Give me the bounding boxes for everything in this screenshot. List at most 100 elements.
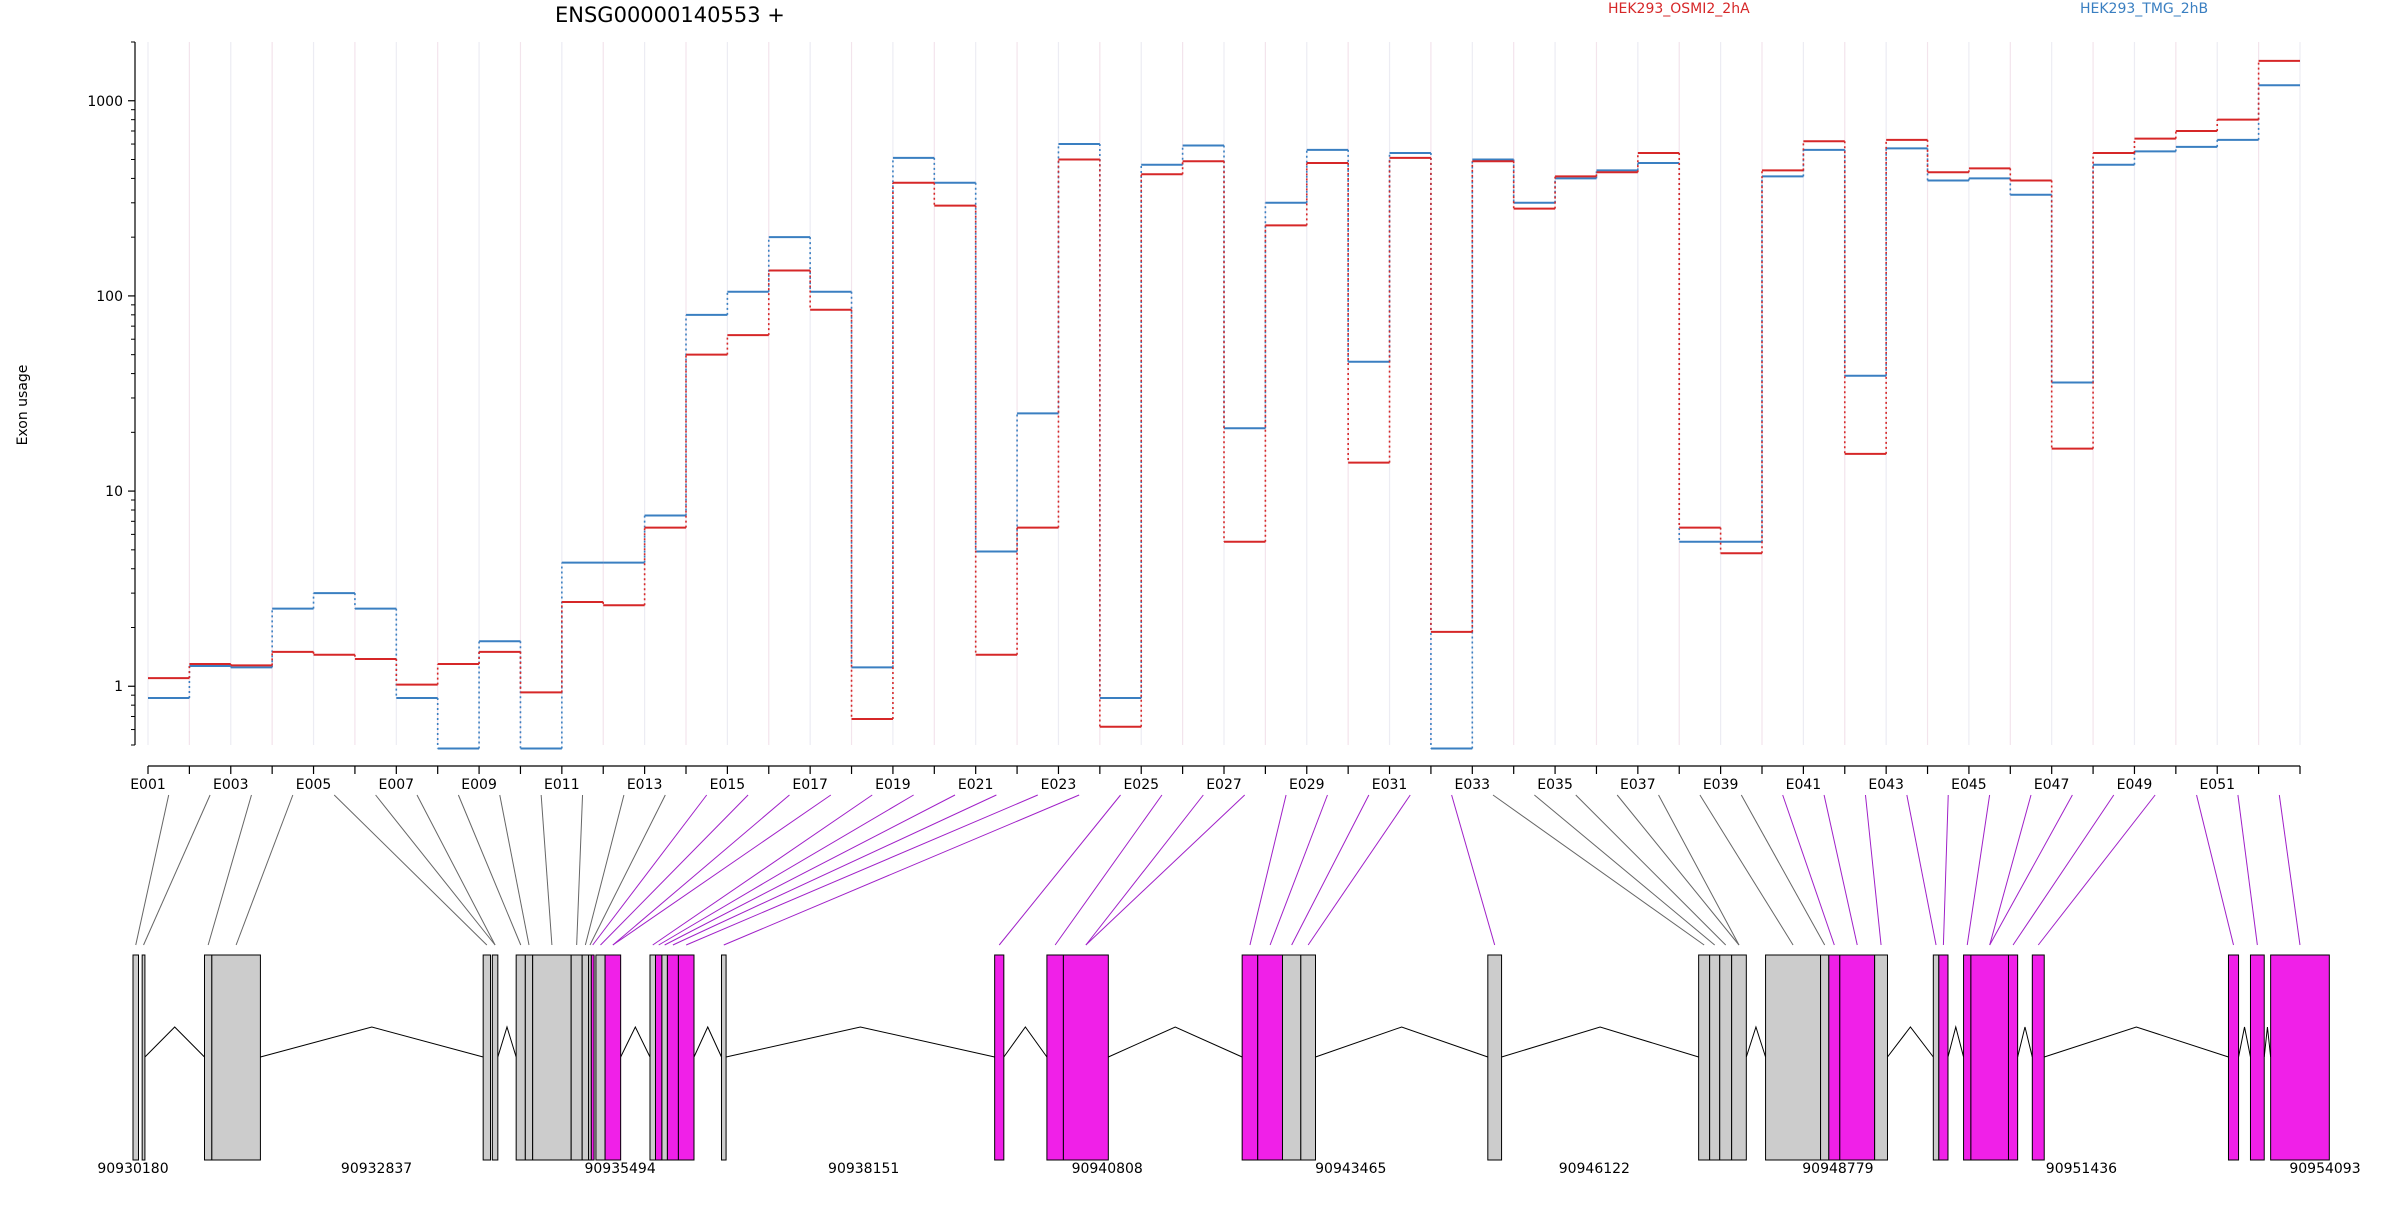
exon-block — [590, 954, 595, 1161]
intron-line — [725, 1026, 995, 1058]
exon-block — [649, 954, 656, 1161]
exon-connector — [612, 794, 790, 946]
exon-block — [1970, 954, 2009, 1161]
exon-block — [604, 954, 622, 1161]
x-tick-label: E031 — [1372, 777, 1408, 793]
exon-block — [532, 954, 572, 1161]
exon-connector — [1616, 794, 1740, 946]
x-tick-label: E007 — [379, 777, 415, 793]
x-tick-label: E045 — [1951, 777, 1987, 793]
exon-connector — [1782, 794, 1835, 946]
exon-block — [1765, 954, 1822, 1161]
chart-title: ENSG00000140553 + — [555, 3, 785, 27]
intron-line — [1315, 1026, 1488, 1058]
exon-connector — [207, 794, 252, 946]
exon-connector — [235, 794, 294, 946]
exon-block — [1487, 954, 1503, 1161]
exon-connector — [672, 794, 997, 946]
intron-line — [1108, 1026, 1243, 1058]
exon-connector — [589, 794, 666, 946]
exon-connector — [600, 794, 749, 946]
exon-block — [654, 954, 663, 1161]
legend-entry-osmi2: HEK293_OSMI2_2hA — [1608, 1, 1750, 17]
exon-block — [1257, 954, 1283, 1161]
exon-block — [581, 954, 590, 1161]
exon-block — [482, 954, 491, 1161]
genomic-coordinate-label: 90948779 — [1802, 1161, 1873, 1177]
exon-connector — [1699, 794, 1794, 946]
genomic-coordinate-label: 90935494 — [584, 1161, 655, 1177]
exon-connector — [1269, 794, 1328, 946]
exon-connector — [457, 794, 522, 946]
genomic-coordinate-label: 90940808 — [1072, 1161, 1143, 1177]
x-tick-label: E025 — [1123, 777, 1159, 793]
exon-block — [1300, 954, 1316, 1161]
exon-connector — [1575, 794, 1727, 946]
exon-connector — [686, 794, 1038, 946]
legend-entry-tmg: HEK293_TMG_2hB — [2080, 1, 2208, 17]
exon-connector — [1492, 794, 1705, 946]
exon-connector — [1864, 794, 1882, 946]
exon-connector — [1942, 794, 1949, 946]
genomic-coordinate-label: 90930180 — [97, 1161, 168, 1177]
exon-block — [132, 954, 139, 1161]
y-tick-label: 100 — [96, 289, 123, 305]
exon-connector — [416, 794, 496, 946]
exon-block — [1731, 954, 1747, 1161]
x-tick-label: E023 — [1041, 777, 1077, 793]
exon-connector — [1307, 794, 1411, 946]
intron-line — [260, 1026, 484, 1058]
exon-block — [524, 954, 534, 1161]
exon-block — [1938, 954, 1949, 1161]
exon-connector — [592, 794, 708, 946]
exon-connector — [2196, 794, 2235, 946]
x-tick-label: E041 — [1786, 777, 1822, 793]
exon-connector — [499, 794, 530, 946]
x-tick-label: E049 — [2117, 777, 2153, 793]
exon-connector — [612, 794, 832, 946]
x-tick-label: E033 — [1455, 777, 1491, 793]
x-tick-label: E005 — [296, 777, 332, 793]
exon-connector — [658, 794, 914, 946]
exon-connector — [576, 794, 584, 946]
exon-block — [994, 954, 1005, 1161]
exon-block — [595, 954, 606, 1161]
genomic-coordinate-label: 90943465 — [1315, 1161, 1386, 1177]
exon-block — [666, 954, 679, 1161]
exon-connector — [1989, 794, 2032, 946]
exon-connector — [723, 794, 1080, 946]
exon-block — [661, 954, 668, 1161]
exon-connector — [1658, 794, 1740, 946]
exon-block — [1932, 954, 1940, 1161]
exon-connector — [333, 794, 488, 946]
exon-block — [1820, 954, 1830, 1161]
x-tick-label: E035 — [1537, 777, 1573, 793]
x-tick-label: E039 — [1703, 777, 1739, 793]
genomic-coordinate-label: 90938151 — [828, 1161, 899, 1177]
x-tick-label: E003 — [213, 777, 249, 793]
exon-block — [491, 954, 499, 1161]
intron-line — [2263, 1026, 2272, 1058]
x-tick-label: E019 — [875, 777, 911, 793]
exon-block — [211, 954, 261, 1161]
intron-line — [1947, 1025, 1965, 1058]
exon-connector — [143, 794, 211, 946]
exon-connector — [1451, 794, 1496, 946]
genomic-coordinate-label: 90954093 — [2289, 1161, 2360, 1177]
exon-block — [1046, 954, 1064, 1161]
exon-connector — [1989, 794, 2073, 946]
intron-line — [1501, 1026, 1699, 1058]
exon-block — [2007, 954, 2019, 1161]
x-tick-label: E037 — [1620, 777, 1656, 793]
exon-connector — [135, 794, 170, 946]
exon-connector — [1249, 794, 1287, 946]
exon-connector — [1054, 794, 1163, 946]
exon-block — [1281, 954, 1302, 1161]
exon-block — [1874, 954, 1888, 1161]
genomic-coordinate-label: 90951436 — [2046, 1161, 2117, 1177]
exon-connector — [2278, 794, 2301, 946]
intron-line — [620, 1025, 651, 1058]
intron-line — [1745, 1025, 1767, 1058]
